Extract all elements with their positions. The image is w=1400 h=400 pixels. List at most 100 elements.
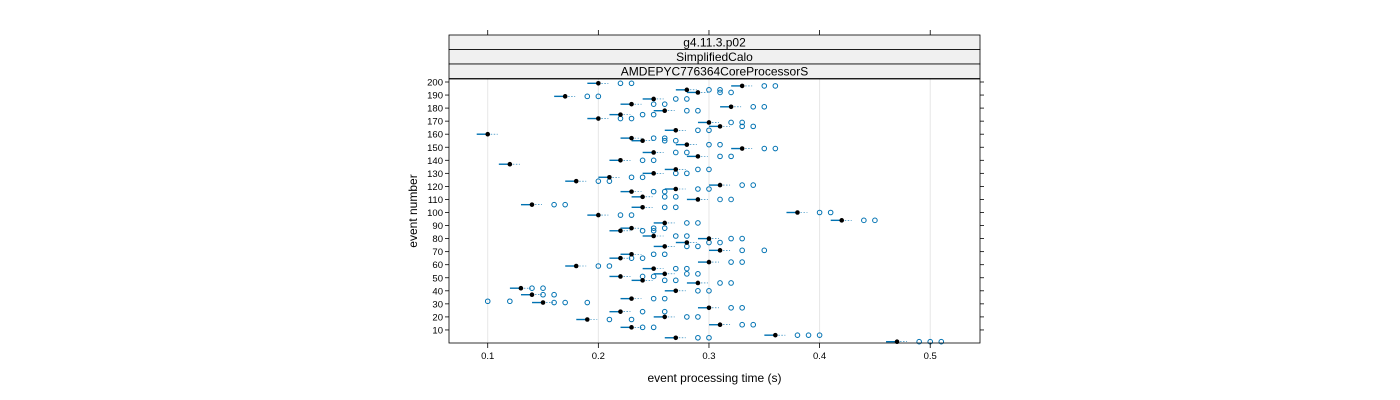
- replicate-point: [728, 153, 734, 160]
- replicate-point: [628, 115, 635, 122]
- replicate-point: [650, 251, 657, 258]
- replicate-point: [872, 217, 878, 224]
- y-tick-label-17: 180: [427, 104, 443, 115]
- median-point: [717, 182, 723, 188]
- replicate-point: [684, 314, 690, 320]
- y-tick-label-7: 80: [432, 234, 443, 245]
- replicate-point: [617, 115, 624, 122]
- median-point: [673, 335, 679, 341]
- median-point: [629, 296, 634, 301]
- replicate-point: [728, 89, 734, 96]
- y-tick-label-6: 70: [432, 247, 443, 258]
- y-tick-label-9: 100: [427, 208, 443, 219]
- replicate-point: [739, 123, 745, 130]
- replicate-point: [684, 265, 690, 272]
- replicate-point: [717, 141, 723, 148]
- replicate-point: [695, 127, 701, 134]
- median-point: [662, 220, 668, 226]
- y-tick-label-19: 200: [427, 78, 443, 89]
- replicate-point: [551, 299, 557, 306]
- y-tick-label-11: 120: [427, 182, 443, 193]
- replicate-point: [661, 137, 668, 144]
- median-point: [739, 83, 745, 89]
- replicate-point: [639, 324, 646, 331]
- median-point: [629, 325, 634, 330]
- replicate-point: [661, 101, 668, 107]
- replicate-point: [695, 271, 701, 277]
- replicate-point: [816, 209, 823, 216]
- median-point: [607, 174, 612, 180]
- median-point: [706, 120, 712, 125]
- replicate-point: [672, 194, 679, 200]
- median-point: [684, 87, 690, 93]
- y-tick-label-13: 140: [427, 156, 443, 167]
- replicate-point: [650, 135, 657, 141]
- replicate-point: [728, 259, 734, 265]
- median-point: [618, 158, 623, 163]
- replicate-point: [507, 298, 513, 305]
- replicate-point: [684, 233, 690, 239]
- median-point: [618, 112, 623, 117]
- data-points: [476, 80, 945, 345]
- replicate-point: [595, 263, 602, 269]
- replicate-point: [827, 209, 834, 216]
- replicate-point: [684, 271, 690, 277]
- median-point: [562, 94, 568, 99]
- replicate-point: [639, 255, 646, 261]
- replicate-point: [661, 194, 668, 200]
- x-axis: 0.1 0.2 0.3 0.4 0.5: [481, 30, 937, 362]
- median-point: [573, 178, 579, 184]
- replicate-point: [551, 291, 557, 298]
- y-tick-label-15: 160: [427, 130, 443, 141]
- y-tick-label-5: 60: [432, 260, 443, 271]
- replicate-point: [639, 157, 646, 164]
- median-point: [795, 210, 800, 215]
- y-axis-title: event number: [406, 174, 420, 247]
- strip-box-2: [448, 63, 981, 79]
- median-point: [651, 150, 656, 155]
- replicate-point: [628, 316, 635, 323]
- strip-label-2: AMDEPYC776364CoreProcessorS: [621, 64, 808, 78]
- replicate-point: [684, 220, 690, 226]
- median-point: [618, 274, 623, 279]
- replicate-point: [661, 188, 668, 195]
- median-point: [640, 278, 645, 283]
- panel-border: [448, 78, 981, 344]
- replicate-point: [695, 166, 701, 173]
- replicate-point: [617, 212, 624, 218]
- replicate-point: [717, 153, 723, 160]
- replicate-point: [706, 141, 712, 148]
- replicate-point: [706, 87, 712, 93]
- median-point: [695, 197, 701, 202]
- replicate-point: [562, 201, 568, 208]
- y-tick-label-12: 130: [427, 169, 443, 180]
- x-tick-label-1: 0.2: [592, 351, 605, 362]
- median-point: [706, 236, 712, 241]
- median-point: [651, 171, 656, 176]
- y-tick-label-1: 20: [432, 312, 443, 323]
- median-point: [640, 138, 645, 144]
- replicate-point: [805, 332, 812, 338]
- median-point: [529, 202, 535, 207]
- replicate-point: [672, 265, 679, 272]
- median-point: [839, 218, 845, 223]
- median-point: [518, 285, 524, 291]
- replicate-point: [706, 288, 712, 294]
- y-tick-label-3: 40: [432, 286, 443, 297]
- median-point: [618, 228, 623, 234]
- median-point: [773, 332, 778, 338]
- y-axis: 10 20 30 40 50 60 70 80 90 100 110 120 130 140 150 160 1…: [427, 78, 984, 336]
- median-point: [629, 189, 634, 194]
- replicate-point: [706, 166, 712, 173]
- replicate-point: [816, 332, 823, 338]
- replicate-point: [639, 227, 646, 234]
- replicate-point: [717, 239, 723, 246]
- median-point: [529, 292, 535, 298]
- replicate-point: [628, 80, 635, 87]
- replicate-point: [606, 316, 613, 323]
- median-point: [507, 161, 513, 167]
- x-tick-label-3: 0.4: [813, 351, 826, 362]
- replicate-point: [661, 204, 668, 211]
- strip-label-1: SimplifiedCalo: [676, 50, 753, 64]
- median-point: [629, 251, 634, 257]
